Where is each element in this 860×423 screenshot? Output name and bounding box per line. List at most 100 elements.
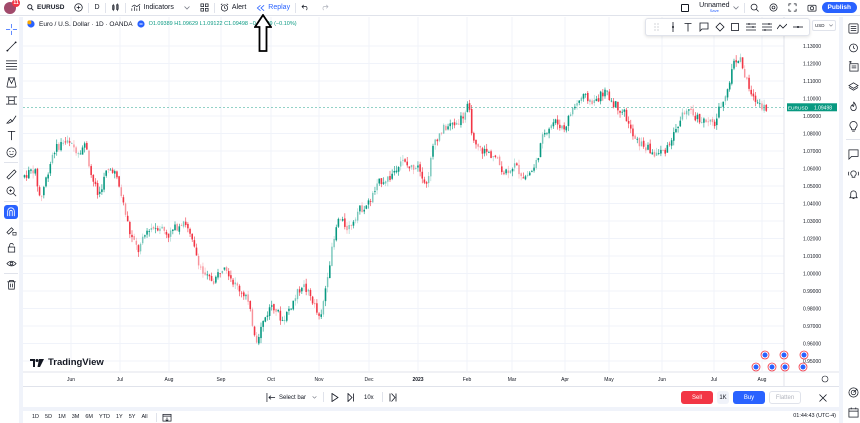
trash-icon bbox=[6, 279, 16, 289]
range-6m[interactable]: 6M bbox=[85, 414, 93, 420]
fullscreen-button[interactable] bbox=[783, 0, 802, 16]
crosshair-icon bbox=[5, 23, 17, 35]
crosshair-tool[interactable] bbox=[4, 22, 18, 36]
drag-handle[interactable] bbox=[651, 21, 663, 33]
jump-to-realtime-button[interactable] bbox=[389, 391, 397, 404]
range-5y[interactable]: 5Y bbox=[128, 414, 136, 420]
range-1y[interactable]: 1Y bbox=[115, 414, 123, 420]
flatten-button[interactable]: Flatten bbox=[769, 391, 801, 404]
rectangle-tool[interactable] bbox=[729, 21, 741, 33]
path-tool[interactable] bbox=[776, 21, 788, 33]
price-tick: 1.09000 bbox=[803, 114, 821, 120]
economic-event-icon[interactable] bbox=[798, 362, 808, 372]
chart-pane[interactable]: 1.13000 1.12000 1.11000 1.10000 1.09000 1.080… bbox=[23, 17, 839, 386]
symbol-search-button[interactable]: EURUSD bbox=[22, 0, 69, 16]
indicators-dropdown[interactable] bbox=[179, 0, 195, 16]
object-tree-button[interactable] bbox=[846, 59, 860, 73]
layers-button[interactable] bbox=[846, 79, 860, 93]
alerts-button[interactable] bbox=[846, 40, 860, 54]
price-tick: 0.98000 bbox=[803, 307, 821, 313]
candlestick-chart[interactable]: 1.13000 1.12000 1.11000 1.10000 1.09000 1.080… bbox=[23, 17, 839, 386]
dom-button[interactable] bbox=[846, 385, 860, 399]
undo-icon bbox=[301, 4, 308, 11]
price-tick: 1.12000 bbox=[803, 62, 821, 68]
time-scale-settings-icon[interactable] bbox=[821, 375, 829, 383]
streams-button[interactable] bbox=[846, 167, 860, 181]
clock-timezone[interactable]: 01:44:43 (UTC-4) bbox=[793, 413, 836, 419]
redo-button[interactable] bbox=[315, 0, 334, 16]
zoom-tool[interactable] bbox=[4, 184, 18, 198]
compare-symbol-button[interactable] bbox=[69, 0, 88, 16]
goto-date-button[interactable] bbox=[162, 413, 172, 422]
trend-line-tool[interactable] bbox=[4, 39, 18, 53]
magnet-mode-button[interactable] bbox=[4, 205, 18, 219]
publish-button[interactable]: Publish bbox=[821, 2, 857, 13]
range-all[interactable]: All bbox=[141, 414, 148, 420]
long-position-tool[interactable] bbox=[745, 21, 757, 33]
currency-select[interactable]: USD bbox=[812, 20, 836, 31]
economic-event-icon[interactable] bbox=[799, 350, 809, 360]
remove-drawings-button[interactable] bbox=[4, 277, 18, 291]
snapshot-button[interactable] bbox=[802, 0, 822, 16]
hide-drawings-button[interactable] bbox=[4, 257, 18, 271]
callout-tool[interactable] bbox=[698, 21, 710, 33]
economic-event-icon[interactable] bbox=[767, 362, 777, 372]
layout-name-button[interactable]: Unnamed Save bbox=[694, 0, 743, 16]
range-1d[interactable]: 1D bbox=[32, 414, 40, 420]
range-3m[interactable]: 3M bbox=[71, 414, 80, 420]
settings-button[interactable] bbox=[764, 0, 783, 16]
text-tool[interactable] bbox=[682, 21, 694, 33]
pattern-tool[interactable] bbox=[4, 75, 18, 89]
ellipse-tool[interactable] bbox=[714, 21, 726, 33]
short-position-tool[interactable] bbox=[761, 21, 773, 33]
indicators-button[interactable]: Indicators bbox=[126, 0, 179, 16]
notifications-button[interactable] bbox=[846, 187, 860, 201]
range-1m[interactable]: 1M bbox=[58, 414, 66, 420]
alarm-clock-icon bbox=[848, 43, 858, 52]
time-tick: Oct bbox=[267, 377, 275, 383]
horizontal-line-tool[interactable] bbox=[792, 21, 804, 33]
text-tool[interactable] bbox=[4, 128, 18, 142]
icons-tool[interactable] bbox=[4, 145, 18, 159]
economic-event-icon[interactable] bbox=[780, 362, 790, 372]
chats-button[interactable] bbox=[846, 147, 860, 161]
economic-event-icon[interactable] bbox=[751, 362, 761, 372]
sell-button[interactable]: Sell bbox=[681, 391, 713, 404]
undo-button[interactable] bbox=[296, 0, 315, 16]
hotlists-button[interactable] bbox=[846, 99, 860, 113]
divider bbox=[743, 2, 745, 13]
alert-button[interactable]: Alert bbox=[215, 0, 251, 16]
prediction-tool[interactable] bbox=[4, 93, 18, 107]
watchlist-button[interactable] bbox=[846, 21, 860, 35]
chart-type-button[interactable] bbox=[106, 0, 125, 16]
user-avatar[interactable]: 11 bbox=[4, 0, 20, 14]
interval-button[interactable]: D bbox=[89, 0, 104, 16]
market-status-icon[interactable] bbox=[136, 20, 145, 28]
vertical-line-tool[interactable] bbox=[667, 21, 679, 33]
close-replay-button[interactable] bbox=[819, 391, 827, 404]
measure-tool[interactable] bbox=[4, 167, 18, 181]
layout-checkbox[interactable] bbox=[676, 0, 694, 16]
brush-tool[interactable] bbox=[4, 111, 18, 125]
buy-button[interactable]: Buy bbox=[733, 391, 765, 404]
range-ytd[interactable]: YTD bbox=[98, 414, 110, 420]
select-bar-button[interactable]: Select bar bbox=[266, 391, 317, 404]
quantity-field[interactable]: 1K bbox=[717, 391, 729, 404]
lock-drawings-button[interactable] bbox=[4, 240, 18, 254]
play-button[interactable] bbox=[331, 391, 339, 404]
stay-in-drawing-mode-button[interactable] bbox=[4, 223, 18, 237]
ideas-button[interactable] bbox=[846, 119, 860, 133]
range-5d[interactable]: 5D bbox=[45, 414, 53, 420]
replay-button[interactable]: Replay bbox=[251, 0, 295, 16]
calendar-button[interactable] bbox=[846, 405, 860, 419]
time-tick: Aug bbox=[165, 377, 174, 383]
callout-icon bbox=[699, 22, 709, 32]
economic-event-icon[interactable] bbox=[760, 350, 770, 360]
quick-search-button[interactable] bbox=[745, 0, 764, 16]
forward-button[interactable] bbox=[347, 391, 355, 404]
tradingview-logo[interactable]: TradingView bbox=[30, 357, 104, 368]
fib-tool[interactable] bbox=[4, 57, 18, 71]
speed-button[interactable]: 10x bbox=[364, 391, 374, 404]
layouts-button[interactable] bbox=[195, 0, 214, 16]
economic-event-icon[interactable] bbox=[779, 350, 789, 360]
